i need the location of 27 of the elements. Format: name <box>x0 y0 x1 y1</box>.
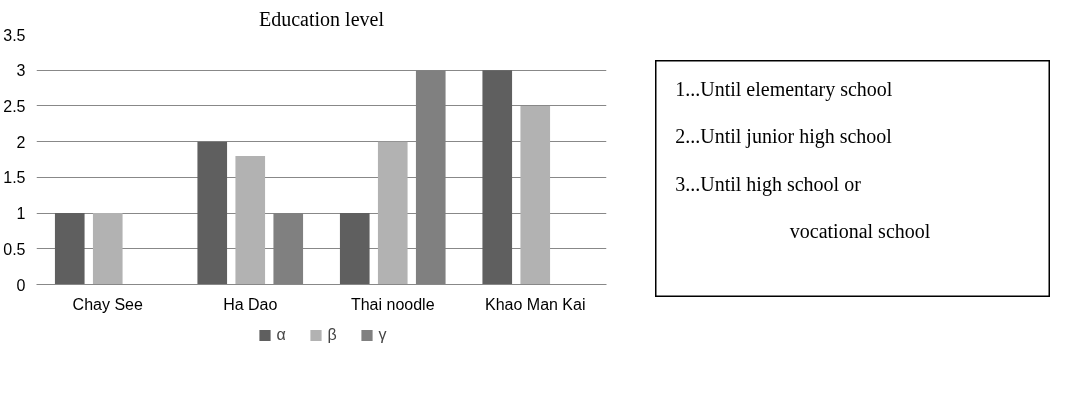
bar <box>339 213 370 285</box>
x-tick-label: Thai noodle <box>350 295 435 313</box>
y-tick-label: 3 <box>16 62 26 80</box>
bar <box>92 213 123 285</box>
x-tick-label: Ha Dao <box>223 295 278 313</box>
y-tick-label: 1 <box>16 205 26 223</box>
y-tick-label: 0 <box>16 276 26 294</box>
y-tick-label: 2 <box>16 133 26 151</box>
text: 2...Until junior high school <box>675 125 893 149</box>
y-tick-label: 2.5 <box>3 97 26 115</box>
bar <box>520 105 551 285</box>
legend-label: β <box>327 326 338 344</box>
y-tick-label: 3.5 <box>3 26 26 44</box>
legend-label: α <box>276 326 287 344</box>
text: 3...Until high school or vocational school <box>675 172 931 243</box>
bar <box>377 141 408 285</box>
y-tick-label: 0.5 <box>3 240 26 258</box>
x-tick-label: Khao Man Kai <box>485 295 586 313</box>
bar <box>482 70 513 285</box>
chart-title: Education level <box>259 7 385 30</box>
y-tick-label: 1.5 <box>3 169 26 187</box>
text: 1...Until elementary school <box>675 77 893 101</box>
legend-label: γ <box>378 326 388 344</box>
bar <box>235 155 266 285</box>
bar <box>54 213 85 285</box>
x-tick-label: Chay See <box>72 295 143 313</box>
bar <box>197 141 228 285</box>
